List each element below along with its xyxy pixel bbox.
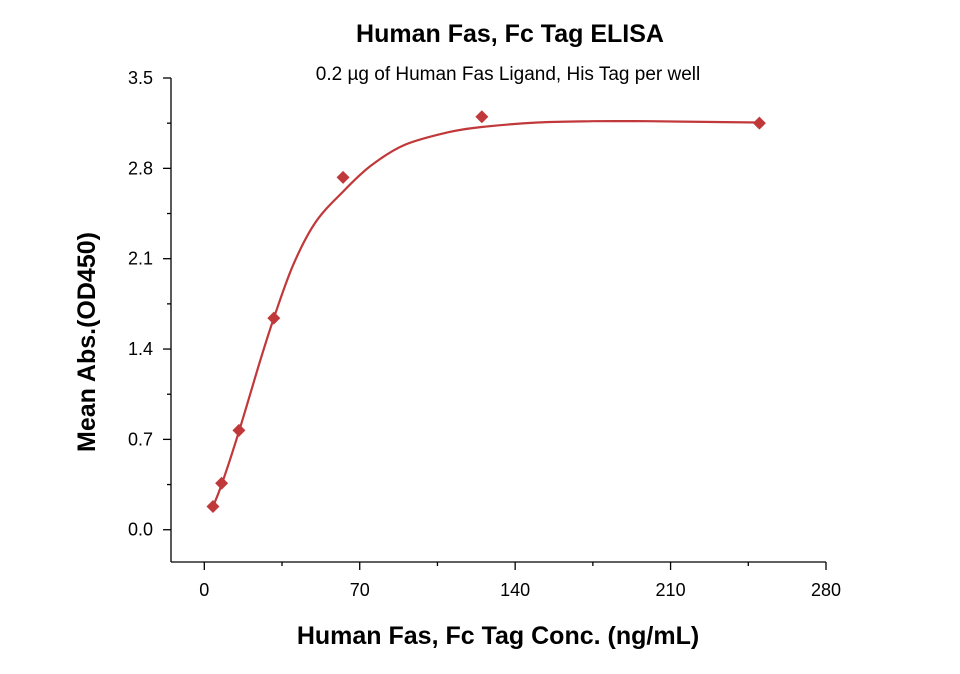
x-axis-ticks: 0 70 140 210 280 bbox=[199, 562, 841, 600]
y-tick-label: 3.5 bbox=[128, 68, 153, 88]
y-axis-ticks: 0.0 0.7 1.4 2.1 2.8 3.5 bbox=[128, 68, 171, 540]
y-tick-label: 2.8 bbox=[128, 158, 153, 178]
chart-title: Human Fas, Fc Tag ELISA bbox=[356, 20, 664, 48]
data-point-marker bbox=[336, 170, 350, 184]
x-tick-label: 70 bbox=[350, 580, 370, 600]
y-tick-label: 1.4 bbox=[128, 339, 153, 359]
data-point-marker bbox=[752, 116, 766, 130]
x-tick-label: 140 bbox=[500, 580, 530, 600]
chart-subtitle: 0.2 µg of Human Fas Ligand, His Tag per … bbox=[316, 64, 700, 85]
data-point-marker bbox=[267, 311, 281, 325]
data-point-marker bbox=[232, 423, 246, 437]
data-point-marker bbox=[215, 476, 229, 490]
data-points bbox=[206, 110, 766, 514]
y-axis-label: Mean Abs.(OD450) bbox=[73, 232, 101, 452]
plot-area: 0.0 0.7 1.4 2.1 2.8 3.5 0 70 140 210 280 bbox=[128, 68, 841, 600]
x-tick-label: 280 bbox=[811, 580, 841, 600]
x-axis-label: Human Fas, Fc Tag Conc. (ng/mL) bbox=[297, 622, 699, 650]
y-tick-label: 0.0 bbox=[128, 520, 153, 540]
y-tick-label: 0.7 bbox=[128, 429, 153, 449]
data-point-marker bbox=[475, 110, 489, 124]
x-tick-label: 210 bbox=[656, 580, 686, 600]
y-tick-label: 2.1 bbox=[128, 249, 153, 269]
x-tick-label: 0 bbox=[199, 580, 209, 600]
fit-curve bbox=[211, 119, 760, 507]
data-point-marker bbox=[206, 500, 220, 514]
